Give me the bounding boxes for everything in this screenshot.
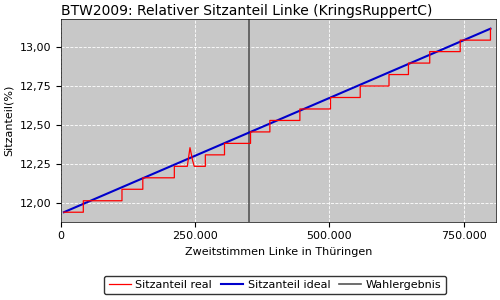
Line: Sitzanteil real: Sitzanteil real [64, 29, 490, 212]
Sitzanteil real [297, 107, 303, 111]
Sitzanteil real [61, 210, 67, 214]
Sitzanteil real [488, 27, 494, 31]
Sitzanteil real [328, 96, 334, 99]
Sitzanteil real [386, 73, 392, 76]
Y-axis label: Sitzanteil(%): Sitzanteil(%) [4, 85, 14, 156]
Text: BTW2009: Relativer Sitzanteil Linke (KringsRuppertC): BTW2009: Relativer Sitzanteil Linke (Kri… [61, 4, 432, 18]
Sitzanteil real [426, 50, 432, 53]
Sitzanteil real [187, 146, 193, 149]
Legend: Sitzanteil real, Sitzanteil ideal, Wahlergebnis: Sitzanteil real, Sitzanteil ideal, Wahle… [104, 276, 446, 294]
Sitzanteil real [488, 27, 494, 31]
Sitzanteil real [297, 107, 303, 111]
X-axis label: Zweitstimmen Linke in Thüringen: Zweitstimmen Linke in Thüringen [185, 247, 372, 257]
